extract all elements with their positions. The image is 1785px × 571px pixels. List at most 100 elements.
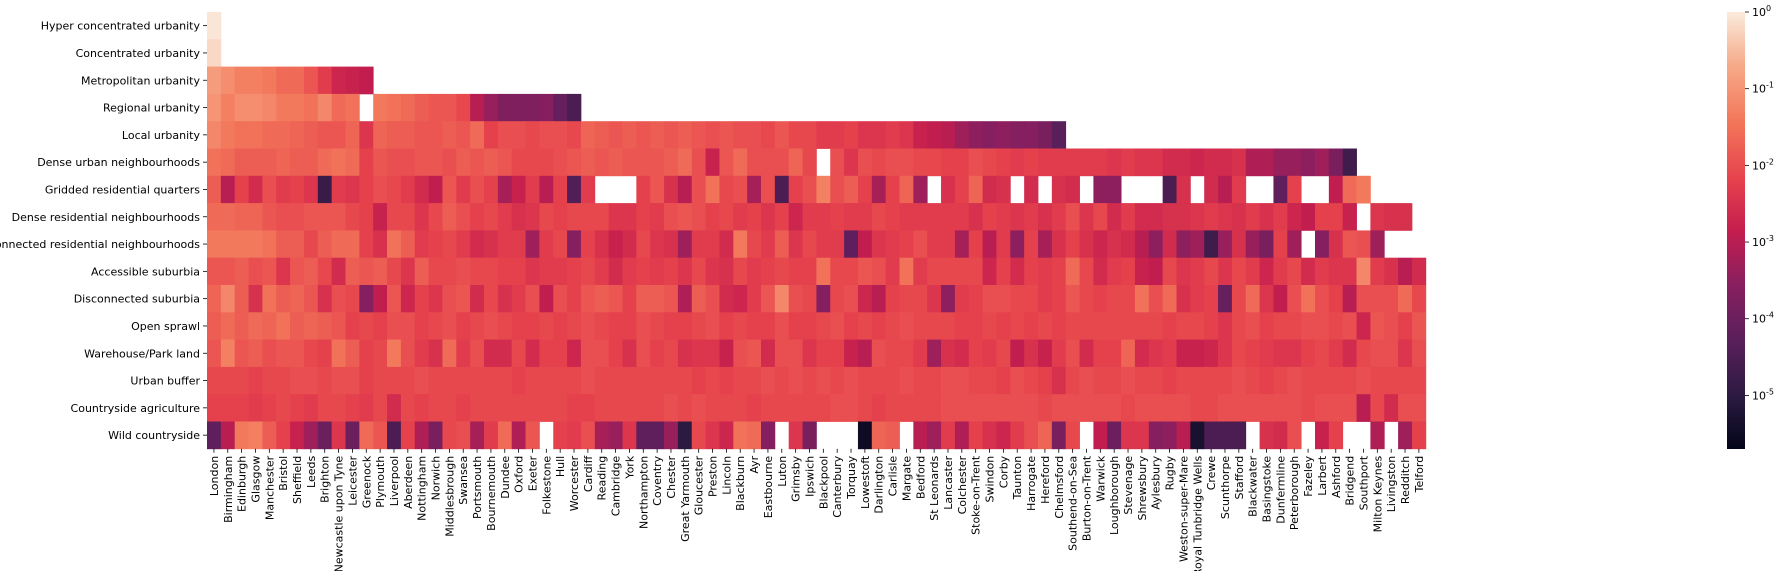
heatmap-cell xyxy=(871,394,887,422)
heatmap-cell xyxy=(1162,148,1177,177)
heatmap-cell xyxy=(567,257,582,286)
heatmap-cell xyxy=(345,121,360,149)
heatmap-cell xyxy=(1370,203,1385,231)
heatmap-cell xyxy=(885,394,900,422)
colorbar-tick-label: 10-4 xyxy=(1752,311,1774,326)
heatmap-cell xyxy=(816,312,831,340)
heatmap-cell xyxy=(511,312,526,340)
heatmap-cell xyxy=(968,394,983,422)
heatmap-cell xyxy=(1218,421,1233,450)
heatmap-cell xyxy=(317,175,333,204)
heatmap-cell xyxy=(387,366,402,395)
heatmap-cell xyxy=(968,366,983,395)
heatmap-cell xyxy=(1231,203,1247,231)
heatmap-cell xyxy=(484,421,499,450)
heatmap-cell xyxy=(220,394,236,422)
heatmap-cell xyxy=(608,203,623,231)
heatmap-cell xyxy=(1190,366,1205,395)
heatmap-cell xyxy=(1287,148,1302,177)
heatmap-cell xyxy=(802,121,817,149)
heatmap-cell xyxy=(1176,394,1191,422)
heatmap-cell xyxy=(830,230,845,259)
column-label: Canterbury xyxy=(831,455,844,517)
heatmap-cell xyxy=(234,148,249,177)
column-label: Ayr xyxy=(748,455,761,473)
row-label: Open sprawl xyxy=(131,320,200,333)
heatmap-cell xyxy=(484,121,499,149)
heatmap-cell xyxy=(1370,421,1385,450)
heatmap-cell xyxy=(1342,257,1357,286)
heatmap-cell xyxy=(636,421,651,450)
heatmap-cell xyxy=(303,148,319,177)
heatmap-cell xyxy=(954,230,970,259)
heatmap-cell xyxy=(359,421,374,450)
column-label: Birmingham xyxy=(222,456,235,523)
heatmap-cell xyxy=(857,421,873,450)
heatmap-cell xyxy=(982,203,997,231)
heatmap-cell xyxy=(913,148,928,177)
heatmap-cell xyxy=(954,121,970,149)
heatmap-cell xyxy=(220,203,236,231)
heatmap-cell xyxy=(1204,339,1219,368)
column-label: Redditch xyxy=(1399,456,1412,504)
heatmap-cells xyxy=(207,12,1427,450)
heatmap-cell xyxy=(968,339,983,368)
column-label: Milton Keynes xyxy=(1371,456,1384,533)
heatmap-cell xyxy=(719,312,734,340)
heatmap-cell xyxy=(857,175,873,204)
column-label: Exeter xyxy=(526,455,539,491)
heatmap-cell xyxy=(511,148,526,177)
heatmap-cell xyxy=(262,203,277,231)
column-label: Weston-super-Mare xyxy=(1177,456,1190,562)
column-label: Swindon xyxy=(984,456,997,503)
heatmap-cell xyxy=(387,175,402,204)
heatmap-cell xyxy=(442,394,457,422)
heatmap-cell xyxy=(788,394,803,422)
heatmap-cell xyxy=(941,394,956,422)
heatmap-cell xyxy=(1176,421,1191,450)
heatmap-cell xyxy=(594,148,610,177)
heatmap-cell xyxy=(1328,230,1344,259)
column-label: Darlington xyxy=(873,456,886,514)
heatmap-cell xyxy=(677,339,693,368)
heatmap-cell xyxy=(788,339,803,368)
heatmap-cell xyxy=(1356,285,1371,313)
heatmap-cell xyxy=(622,421,637,450)
heatmap-cell xyxy=(303,285,319,313)
heatmap-cell xyxy=(1370,394,1385,422)
heatmap-cell xyxy=(1024,285,1039,313)
heatmap-cell xyxy=(414,230,429,259)
row-label: Regional urbanity xyxy=(103,102,201,115)
heatmap-cell xyxy=(885,257,900,286)
heatmap-cell xyxy=(1162,421,1177,450)
heatmap-cell xyxy=(553,175,568,204)
heatmap-cell xyxy=(1218,257,1233,286)
heatmap-cell xyxy=(636,203,651,231)
heatmap-cell xyxy=(1259,148,1274,177)
heatmap-cell xyxy=(1051,394,1067,422)
heatmap-cell xyxy=(262,230,277,259)
heatmap-cell xyxy=(968,312,983,340)
heatmap-cell xyxy=(553,394,568,422)
heatmap-cell xyxy=(954,203,970,231)
heatmap-cell xyxy=(788,366,803,395)
heatmap-cell xyxy=(650,148,665,177)
heatmap-cell xyxy=(276,394,291,422)
heatmap-cell xyxy=(650,203,665,231)
heatmap-cell xyxy=(373,230,388,259)
column-label: Torquay xyxy=(845,455,858,500)
heatmap-cell xyxy=(705,230,720,259)
heatmap-cell xyxy=(816,394,831,422)
column-label: Coventry xyxy=(651,455,664,505)
heatmap-cell xyxy=(650,366,665,395)
heatmap-cell xyxy=(1384,203,1399,231)
heatmap-cell xyxy=(608,339,623,368)
heatmap-cell xyxy=(719,121,734,149)
heatmap-cell xyxy=(1024,421,1039,450)
row-label: Countryside agriculture xyxy=(71,402,201,415)
heatmap-cell xyxy=(345,421,360,450)
heatmap-cell xyxy=(331,394,346,422)
heatmap-cell xyxy=(1273,175,1288,204)
heatmap-cell xyxy=(331,93,346,122)
